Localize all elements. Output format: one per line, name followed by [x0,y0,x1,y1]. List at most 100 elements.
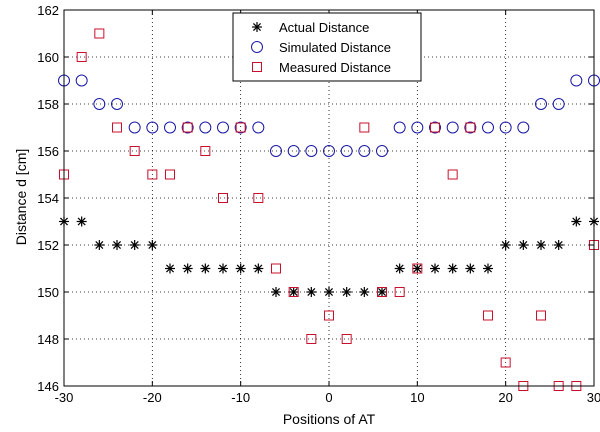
asterisk-point [430,263,440,274]
asterisk-point [377,287,387,297]
circle-point [234,121,247,134]
asterisk-point [306,287,317,297]
square-point [76,52,87,62]
y-tick-label: 158 [37,97,59,112]
legend-asterisk-icon [252,22,262,32]
square-point [447,169,458,180]
asterisk-point [112,240,122,250]
legend-item-2: Measured Distance [252,60,391,75]
circle-point [552,98,565,110]
asterisk-point [447,263,458,274]
asterisk-point [235,263,246,274]
square-point [200,146,211,156]
asterisk-point [536,240,546,250]
circle-point [535,98,547,110]
circle-point [181,121,194,134]
data-series [58,28,600,391]
square-point [271,263,281,274]
circle-point [111,98,123,110]
square-point [324,310,334,321]
x-axis-label: Positions of AT [283,411,376,427]
circle-point [358,145,371,157]
asterisk-point [288,287,299,297]
square-point [341,334,352,344]
x-tick-label: -20 [143,390,162,405]
legend-label: Actual Distance [279,20,369,35]
asterisk-point [271,287,281,297]
legend-circle-icon [251,41,263,53]
asterisk-point [412,263,423,274]
square-point [235,122,246,133]
circle-point [93,98,106,110]
square-point [483,310,493,321]
asterisk-point [571,216,582,227]
asterisk-point [324,287,334,297]
asterisk-point [341,287,352,297]
circle-point [570,74,583,87]
circle-point [252,121,265,134]
asterisk-point [182,263,193,274]
circle-point [499,121,512,134]
x-tick-label: 10 [410,390,424,405]
y-axis-label: Distance d [cm] [13,149,29,245]
circle-point [287,145,300,157]
asterisk-point [76,216,87,227]
square-point [412,263,423,274]
legend-label: Measured Distance [279,60,391,75]
legend-box [232,12,422,82]
asterisk-point [165,263,175,274]
circle-point [305,145,318,157]
square-point [218,193,228,203]
asterisk-point [147,240,158,250]
x-tick-label: 30 [587,390,600,405]
series-0 [59,216,599,297]
legend-label: Simulated Distance [279,40,391,55]
asterisk-point [94,240,105,250]
circle-point [128,121,141,134]
asterisk-point [218,263,228,274]
y-tick-label: 156 [37,144,59,159]
square-point [377,287,387,297]
asterisk-point [518,240,529,250]
circle-point [393,121,406,134]
y-tick-label: 146 [37,379,59,394]
legend-item-1: Simulated Distance [251,40,391,55]
legend-item-0: Actual Distance [252,20,369,35]
square-point [253,193,264,203]
asterisk-point [553,240,564,250]
square-point [112,122,122,133]
square-point [165,169,175,180]
circle-point [517,121,530,134]
circle-point [146,121,159,134]
circle-point [464,121,477,134]
square-point [147,169,158,180]
legend: Actual Distance Simulated Distance Measure… [232,12,422,82]
square-point [430,122,440,133]
circle-point [323,145,335,157]
y-tick-label: 160 [37,50,59,65]
square-point [182,122,193,133]
y-tick-label: 162 [37,3,59,18]
square-point [94,28,105,39]
asterisk-point [394,263,405,274]
x-tick-label: 0 [325,390,332,405]
square-point [465,122,476,133]
circle-point [340,145,353,157]
y-tick-label: 150 [37,285,59,300]
legend-square-icon [252,62,262,72]
square-point [500,357,511,368]
asterisk-point [500,240,511,250]
circle-point [446,121,459,134]
circle-point [199,121,212,134]
circle-point [75,74,88,87]
circle-point [429,121,441,134]
circle-point [164,121,176,134]
circle-point [482,121,494,134]
asterisk-point [483,263,493,274]
y-tick-label: 154 [37,191,59,206]
circle-point [411,121,424,134]
square-point [536,310,546,321]
x-tick-label: 20 [498,390,512,405]
circle-point [270,145,282,157]
